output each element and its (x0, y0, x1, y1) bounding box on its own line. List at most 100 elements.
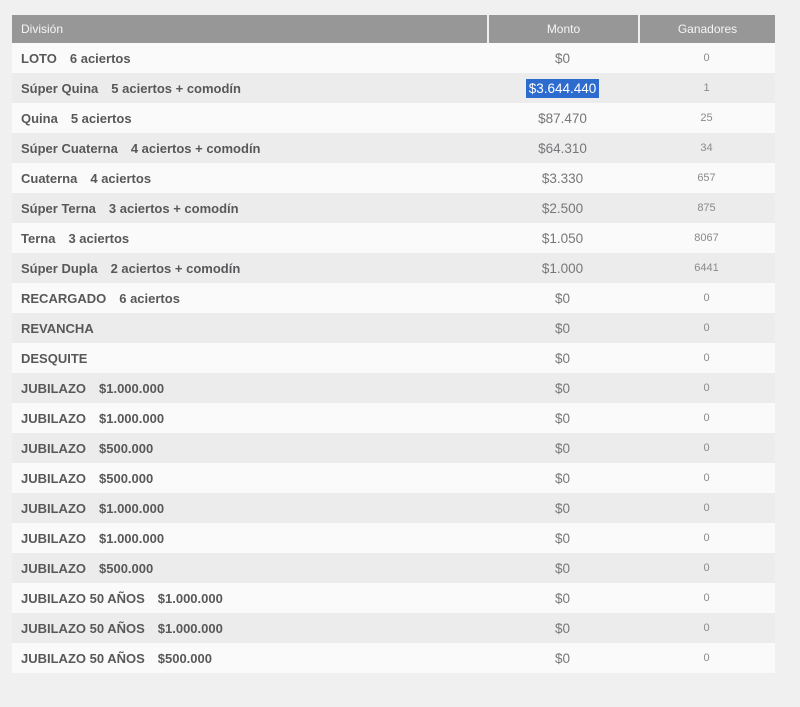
monto-cell: $0 (487, 591, 638, 606)
division-cell: Súper Cuaterna 4 aciertos + comodín (12, 141, 487, 156)
monto-cell: $2.500 (487, 201, 638, 216)
table-row: JUBILAZO 50 AÑOS $1.000.000 $0 0 (12, 583, 775, 613)
division-cell: JUBILAZO 50 AÑOS $500.000 (12, 651, 487, 666)
table-body: LOTO 6 aciertos $0 0 Súper Quina 5 acierto… (12, 43, 775, 673)
ganadores-value: 0 (703, 322, 710, 334)
ganadores-value: 0 (703, 532, 710, 544)
division-name: DESQUITE (21, 350, 88, 366)
division-detail: $1.000.000 (99, 500, 165, 516)
division-cell: JUBILAZO 50 AÑOS $1.000.000 (12, 591, 487, 606)
ganadores-value: 0 (703, 292, 710, 304)
ganadores-value: 8067 (694, 232, 719, 244)
division-name: JUBILAZO (21, 410, 86, 426)
column-header-monto: Monto (487, 15, 638, 43)
monto-value: $0 (554, 590, 571, 606)
results-table: División Monto Ganadores LOTO 6 aciertos … (12, 15, 775, 673)
monto-cell: $0 (487, 51, 638, 66)
table-row: JUBILAZO $500.000 $0 0 (12, 463, 775, 493)
division-detail: 2 aciertos + comodín (110, 260, 241, 276)
division-name: JUBILAZO (21, 560, 86, 576)
division-detail: 4 aciertos (90, 170, 152, 186)
table-row: JUBILAZO $1.000.000 $0 0 (12, 373, 775, 403)
division-name: Terna (21, 230, 56, 246)
division-detail: 3 aciertos (68, 230, 130, 246)
division-cell: LOTO 6 aciertos (12, 51, 487, 66)
ganadores-value: 6441 (694, 262, 719, 274)
ganadores-value: 0 (703, 622, 710, 634)
monto-value: $0 (554, 650, 571, 666)
division-detail: $1.000.000 (157, 590, 223, 606)
table-row: Quina 5 aciertos $87.470 25 (12, 103, 775, 133)
monto-cell: $87.470 (487, 111, 638, 126)
monto-cell: $0 (487, 321, 638, 336)
monto-value: $0 (554, 500, 571, 516)
division-cell: JUBILAZO $500.000 (12, 441, 487, 456)
table-row: Terna 3 aciertos $1.050 8067 (12, 223, 775, 253)
division-name: REVANCHA (21, 320, 94, 336)
ganadores-value: 0 (703, 472, 710, 484)
monto-cell: $0 (487, 501, 638, 516)
division-cell: RECARGADO 6 aciertos (12, 291, 487, 306)
monto-cell: $1.000 (487, 261, 638, 276)
division-name: JUBILAZO (21, 380, 86, 396)
monto-value: $1.050 (541, 230, 584, 246)
division-detail: 3 aciertos + comodín (108, 200, 239, 216)
division-detail: $500.000 (157, 650, 212, 666)
table-row: RECARGADO 6 aciertos $0 0 (12, 283, 775, 313)
division-cell: Quina 5 aciertos (12, 111, 487, 126)
monto-value: $3.330 (541, 170, 584, 186)
division-name: Cuaterna (21, 170, 78, 186)
ganadores-value: 0 (703, 502, 710, 514)
ganadores-value: 0 (703, 652, 710, 664)
ganadores-value: 0 (703, 442, 710, 454)
table-row: JUBILAZO 50 AÑOS $500.000 $0 0 (12, 643, 775, 673)
division-cell: Súper Quina 5 aciertos + comodín (12, 81, 487, 96)
monto-cell: $0 (487, 651, 638, 666)
division-cell: JUBILAZO $1.000.000 (12, 381, 487, 396)
division-name: Súper Dupla (21, 260, 98, 276)
division-name: JUBILAZO 50 AÑOS (21, 650, 145, 666)
division-cell: DESQUITE (12, 351, 487, 366)
division-cell: JUBILAZO $1.000.000 (12, 501, 487, 516)
monto-value: $0 (554, 440, 571, 456)
division-detail: $500.000 (99, 440, 154, 456)
table-row: JUBILAZO $1.000.000 $0 0 (12, 493, 775, 523)
division-cell: REVANCHA (12, 321, 487, 336)
monto-cell: $0 (487, 381, 638, 396)
table-row: Súper Terna 3 aciertos + comodín $2.500 8… (12, 193, 775, 223)
monto-cell: $0 (487, 561, 638, 576)
division-cell: JUBILAZO $1.000.000 (12, 531, 487, 546)
division-name: Quina (21, 110, 58, 126)
monto-cell: $64.310 (487, 141, 638, 156)
monto-cell: $3.330 (487, 171, 638, 186)
division-cell: JUBILAZO 50 AÑOS $1.000.000 (12, 621, 487, 636)
table-row: JUBILAZO $1.000.000 $0 0 (12, 403, 775, 433)
table-row: JUBILAZO $1.000.000 $0 0 (12, 523, 775, 553)
monto-value: $1.000 (541, 260, 584, 276)
division-detail: $1.000.000 (99, 380, 165, 396)
division-name: JUBILAZO (21, 440, 86, 456)
monto-cell: $1.050 (487, 231, 638, 246)
monto-cell: $0 (487, 291, 638, 306)
ganadores-value: 1 (703, 82, 710, 94)
division-cell: Súper Dupla 2 aciertos + comodín (12, 261, 487, 276)
division-detail: 5 aciertos (70, 110, 132, 126)
monto-value: $0 (554, 320, 571, 336)
division-name: Súper Cuaterna (21, 140, 118, 156)
table-row: LOTO 6 aciertos $0 0 (12, 43, 775, 73)
division-detail: 5 aciertos + comodín (111, 80, 241, 96)
table-row: Súper Dupla 2 aciertos + comodín $1.000 6… (12, 253, 775, 283)
monto-cell: $0 (487, 531, 638, 546)
division-detail: $1.000.000 (99, 530, 165, 546)
monto-value: $3.644.440 (525, 78, 600, 98)
monto-value: $0 (554, 470, 571, 486)
table-row: Súper Quina 5 aciertos + comodín $3.644.4… (12, 73, 775, 103)
monto-value: $0 (554, 290, 571, 306)
division-detail: $1.000.000 (99, 410, 165, 426)
division-name: JUBILAZO 50 AÑOS (21, 620, 145, 636)
table-row: Súper Cuaterna 4 aciertos + comodín $64.3… (12, 133, 775, 163)
division-cell: Cuaterna 4 aciertos (12, 171, 487, 186)
ganadores-value: 0 (703, 352, 710, 364)
monto-cell: $0 (487, 471, 638, 486)
division-detail: 6 aciertos (119, 290, 180, 306)
